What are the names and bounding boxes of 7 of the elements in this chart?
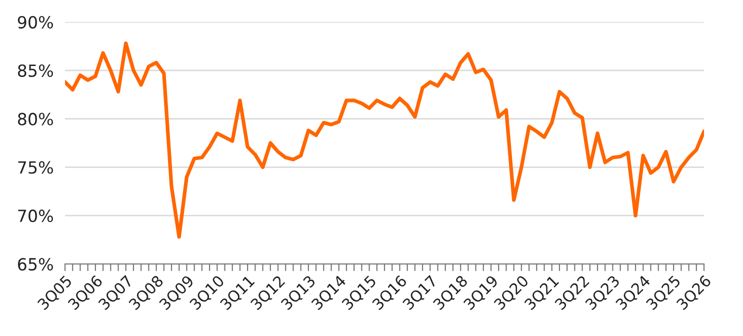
line-series xyxy=(65,41,704,239)
y-tick-label: 85% xyxy=(18,64,53,77)
y-tick-label: 80% xyxy=(18,112,53,126)
y-tick-label: 90% xyxy=(18,16,53,29)
y-tick-label: 75% xyxy=(18,161,53,174)
y-tick-label: 70% xyxy=(18,210,53,222)
y-tick-label: 65% xyxy=(18,258,53,271)
